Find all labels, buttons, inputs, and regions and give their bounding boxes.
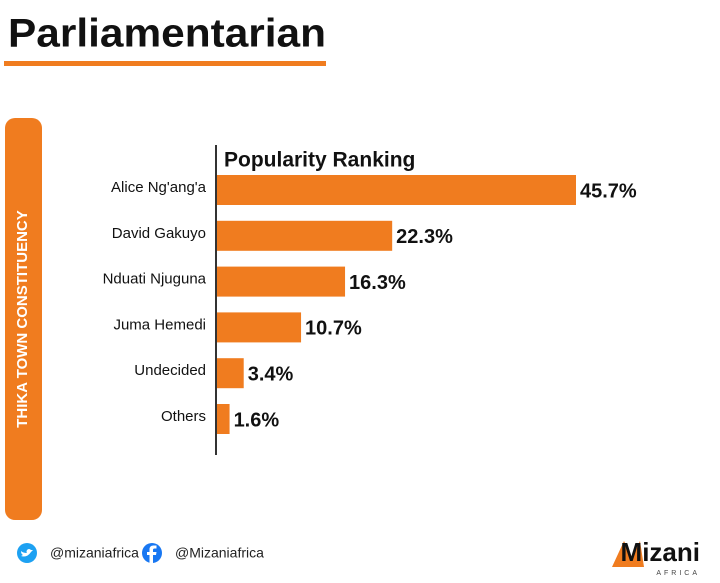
value-label: 10.7% bbox=[305, 318, 362, 340]
bar bbox=[217, 404, 230, 434]
sidebar-label: THIKA TOWN CONSTITUENCY bbox=[14, 210, 31, 428]
category-label: Alice Ng'ang'a bbox=[111, 179, 207, 196]
twitter-handle: @mizaniafrica bbox=[50, 545, 139, 561]
logo-mark bbox=[612, 541, 644, 567]
bar bbox=[217, 175, 576, 205]
page-title: Parliamentarian bbox=[8, 12, 326, 56]
twitter-bird bbox=[21, 549, 33, 557]
category-label: David Gakuyo bbox=[112, 225, 206, 242]
value-label: 45.7% bbox=[580, 180, 637, 202]
facebook-handle: @Mizaniafrica bbox=[175, 545, 264, 561]
brand: Mizani bbox=[621, 537, 700, 567]
sidebar bbox=[5, 118, 42, 520]
bar bbox=[217, 220, 393, 251]
bars: Alice Ng'ang'a 45.7% David Gakuyo 22.3% Ndua… bbox=[103, 175, 637, 434]
category-label: Nduati Njuguna bbox=[103, 271, 207, 288]
category-label: Undecided bbox=[134, 362, 206, 379]
value-label: 1.6% bbox=[234, 409, 280, 431]
bar bbox=[217, 266, 346, 297]
bar bbox=[217, 358, 244, 389]
bar bbox=[217, 312, 302, 343]
brand-sub: AFRICA bbox=[656, 570, 700, 577]
category-label: Others bbox=[161, 408, 206, 425]
value-label: 16.3% bbox=[349, 272, 406, 294]
facebook-f bbox=[147, 545, 157, 563]
value-label: 3.4% bbox=[248, 363, 294, 385]
category-label: Juma Hemedi bbox=[113, 316, 206, 333]
value-label: 22.3% bbox=[396, 226, 453, 248]
chart-title: Popularity Ranking bbox=[224, 149, 415, 172]
title-underline bbox=[4, 61, 326, 66]
